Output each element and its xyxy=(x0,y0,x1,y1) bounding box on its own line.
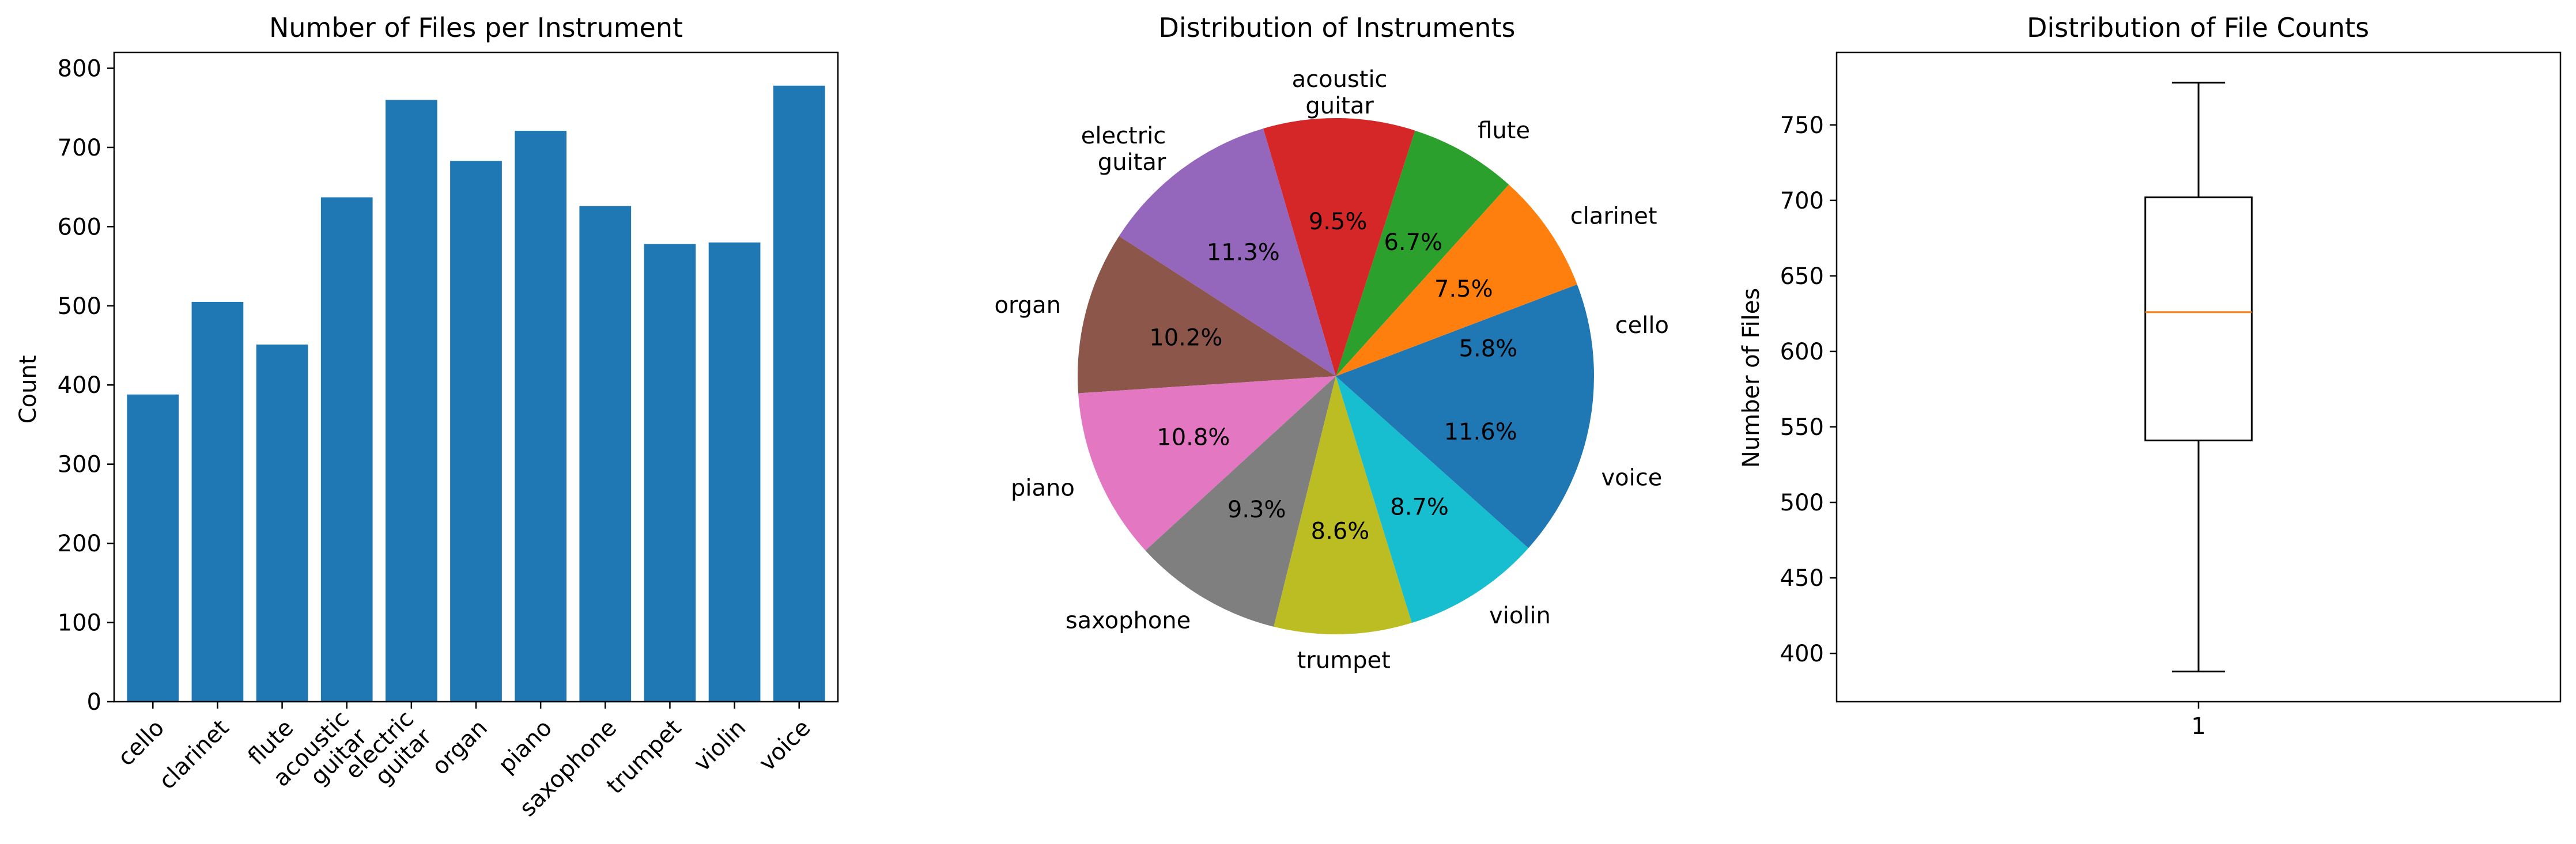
pie-slice-label: cello xyxy=(1615,312,1669,339)
box-plot-y-tick-label: 600 xyxy=(1780,339,1824,365)
pie-slice xyxy=(1336,184,1577,376)
pie-slice xyxy=(1145,376,1336,627)
bar-chart-y-tick-label: 0 xyxy=(87,689,101,716)
bar-chart-y-tick-label: 600 xyxy=(58,214,101,240)
bar xyxy=(127,394,179,702)
pie-percent-label: 10.2% xyxy=(1149,324,1222,351)
pie-chart-labels: cello clarinet flute acoustic guitar electric… xyxy=(995,66,1669,673)
pie-percent-label: 5.8% xyxy=(1459,335,1518,362)
pie-percent-label: 7.5% xyxy=(1434,276,1493,302)
box-plot-y-ticks: 400 450 500 550 600 650 700 750 xyxy=(1780,112,1837,667)
bar-chart-y-ticks: 0 100 200 300 400 500 600 700 800 xyxy=(58,55,114,716)
bar-chart-y-tick-label: 300 xyxy=(58,452,101,478)
bar xyxy=(191,301,244,702)
bar-chart-y-tick-label: 500 xyxy=(58,293,101,320)
box-plot-title: Distribution of File Counts xyxy=(2027,12,2369,43)
box-plot-y-tick-label: 400 xyxy=(1780,641,1824,667)
bar-chart-title: Number of Files per Instrument xyxy=(269,12,683,43)
pie-slice-label: violin xyxy=(1489,603,1551,629)
pie-percent-label: 6.7% xyxy=(1384,229,1442,256)
box-plot-y-axis-label: Number of Files xyxy=(1738,288,1765,468)
bar xyxy=(386,100,437,702)
box-plot-y-tick-label: 450 xyxy=(1780,565,1824,592)
pie-slice xyxy=(1078,376,1336,551)
pie-slice-label: voice xyxy=(1601,465,1662,491)
bar-chart-bars xyxy=(127,85,825,702)
box-plot-box xyxy=(2144,81,2253,673)
pie-percent-label: 10.8% xyxy=(1157,425,1230,451)
pie-percent-label: 11.6% xyxy=(1444,419,1517,445)
pie-chart-percent-labels: 5.8% 7.5% 6.7% 9.5% 11.3% 10.2% 10.8% 9.3% 8.6% 8… xyxy=(1149,209,1517,544)
bar-chart-y-tick-label: 400 xyxy=(58,372,101,399)
pie-slice-label: clarinet xyxy=(1570,203,1657,230)
pie-slice-label: saxophone xyxy=(1066,608,1191,634)
bar-chart-y-axis-label: Count xyxy=(15,355,41,424)
pie-slice xyxy=(1274,376,1412,635)
pie-percent-label: 8.7% xyxy=(1390,494,1449,520)
bar xyxy=(708,242,761,702)
bar xyxy=(450,161,502,702)
pie-chart: Distribution of Instruments 5.8% 7.5% 6.7%… xyxy=(995,12,1669,674)
pie-slice-label: flute xyxy=(1478,118,1530,144)
iqr-box xyxy=(2144,196,2253,442)
box-plot-plot-frame xyxy=(1835,51,2562,703)
pie-percent-label: 11.3% xyxy=(1207,240,1280,266)
pie-percent-label: 8.6% xyxy=(1311,518,1370,545)
box-plot-y-tick-label: 750 xyxy=(1780,112,1824,139)
pie-slice-label: piano xyxy=(1011,475,1075,502)
pie-slice xyxy=(1336,376,1529,623)
pie-slice xyxy=(1119,128,1336,377)
bar xyxy=(256,345,308,702)
bar xyxy=(579,206,632,702)
bar-chart-plot-frame xyxy=(113,51,839,703)
box-plot-y-tick-label: 700 xyxy=(1780,188,1824,214)
pie-percent-label: 9.3% xyxy=(1227,497,1286,523)
pie-slice xyxy=(1263,118,1415,376)
bar xyxy=(773,85,825,702)
pie-slice-label: electric guitar xyxy=(1081,123,1166,176)
pie-slice xyxy=(1336,130,1509,376)
bar-chart-y-tick-label: 700 xyxy=(58,135,101,161)
pie-slice xyxy=(1336,284,1594,376)
box-plot-x-ticks: 1 xyxy=(2191,702,2206,740)
pie-slice xyxy=(1336,376,1594,548)
pie-slice-label: acoustic guitar xyxy=(1292,66,1388,119)
bar xyxy=(320,197,373,702)
pie-chart-title: Distribution of Instruments xyxy=(1158,12,1515,43)
pie-chart-slices xyxy=(1078,118,1594,635)
bar xyxy=(644,244,696,702)
pie-slice-label: organ xyxy=(995,292,1061,319)
box-plot-x-tick-label: 1 xyxy=(2191,713,2205,740)
pie-percent-label: 9.5% xyxy=(1309,209,1368,235)
pie-slice xyxy=(1078,236,1336,393)
bar xyxy=(515,131,566,702)
bar-chart-y-tick-label: 200 xyxy=(58,531,101,557)
pie-slice-label: trumpet xyxy=(1297,648,1391,674)
bar-chart-y-tick-label: 100 xyxy=(58,610,101,637)
box-plot-y-tick-label: 650 xyxy=(1780,263,1824,290)
box-plot-y-tick-label: 500 xyxy=(1780,490,1824,516)
box-plot-y-tick-label: 550 xyxy=(1780,414,1824,441)
box-plot: Distribution of File Counts Number of Fi… xyxy=(1738,12,2562,740)
bar-chart-y-tick-label: 800 xyxy=(58,55,101,82)
